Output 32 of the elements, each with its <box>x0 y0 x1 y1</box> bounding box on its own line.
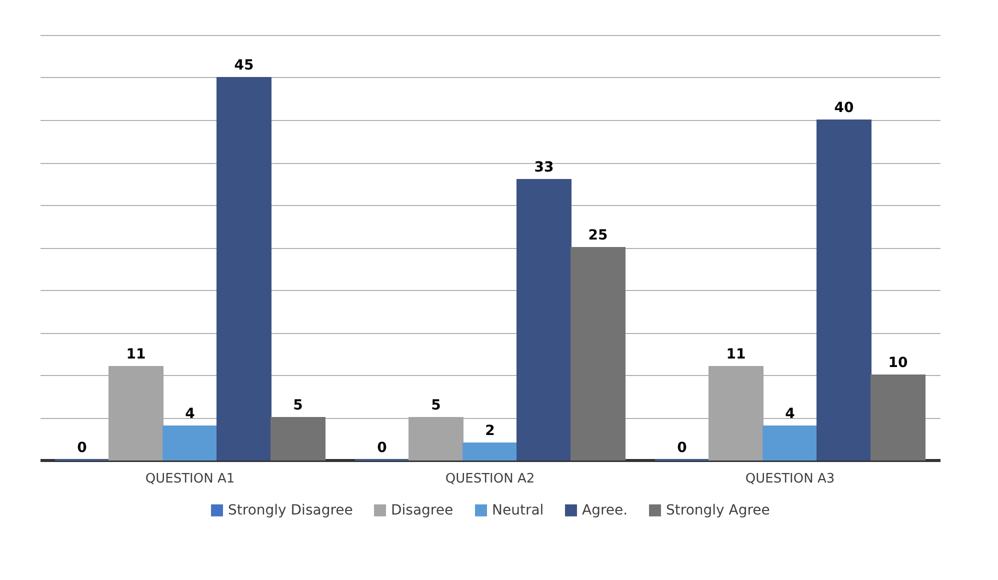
legend-label: Disagree <box>391 502 454 518</box>
legend-label: Agree. <box>582 502 628 518</box>
data-label: 11 <box>126 346 146 362</box>
x-tick-label: QUESTION A3 <box>745 472 835 486</box>
data-label: 4 <box>185 406 196 422</box>
bar <box>570 247 626 460</box>
bar <box>816 120 872 460</box>
data-label: 45 <box>234 58 254 74</box>
data-label: 10 <box>888 355 908 371</box>
legend-label: Strongly Disagree <box>228 502 353 518</box>
bar <box>162 426 218 460</box>
data-label: 5 <box>431 398 441 414</box>
data-label: 2 <box>485 423 495 439</box>
bar <box>462 442 518 460</box>
data-label: 0 <box>677 440 688 456</box>
bar <box>216 77 272 460</box>
data-label: 11 <box>726 346 746 362</box>
bar <box>870 374 926 460</box>
bar <box>270 417 326 460</box>
data-label: 0 <box>377 440 388 456</box>
legend-label: Strongly Agree <box>666 502 770 518</box>
bar <box>516 179 572 460</box>
bar <box>762 426 818 460</box>
data-label: 25 <box>588 228 608 244</box>
data-label: 33 <box>534 160 554 176</box>
data-label: 4 <box>785 406 796 422</box>
data-label: 0 <box>77 440 88 456</box>
data-label: 40 <box>834 100 854 116</box>
x-tick-label: QUESTION A1 <box>145 472 235 486</box>
x-tick-label: QUESTION A2 <box>445 472 535 486</box>
data-label: 5 <box>293 398 303 414</box>
legend-label: Neutral <box>492 502 544 518</box>
